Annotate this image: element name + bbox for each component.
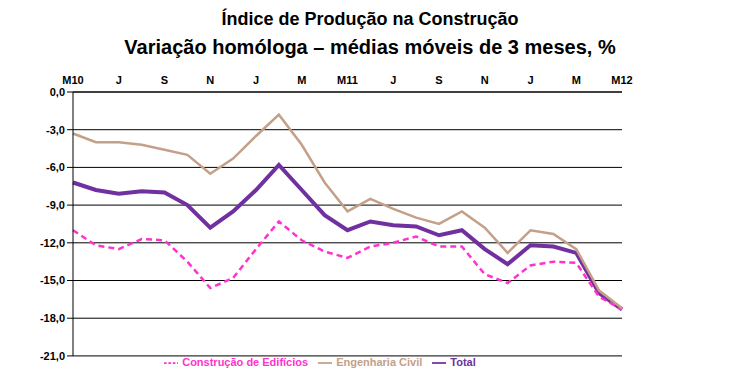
svg-text:N: N xyxy=(206,74,214,86)
svg-text:M12: M12 xyxy=(611,74,632,86)
svg-text:-21,0: -21,0 xyxy=(40,350,65,362)
svg-text:-15,0: -15,0 xyxy=(40,274,65,286)
svg-text:N: N xyxy=(481,74,489,86)
svg-text:0,0: 0,0 xyxy=(50,86,65,98)
svg-text:J: J xyxy=(527,74,533,86)
html-text:Índice de Produção na Construç: Índice de Produção na Construção xyxy=(221,9,519,29)
svg-text:-9,0: -9,0 xyxy=(46,199,65,211)
svg-text:S: S xyxy=(161,74,168,86)
svg-text:-6,0: -6,0 xyxy=(46,161,65,173)
svg-text:S: S xyxy=(435,74,442,86)
svg-text:J: J xyxy=(253,74,259,86)
svg-text:-18,0: -18,0 xyxy=(40,312,65,324)
svg-text:-3,0: -3,0 xyxy=(46,124,65,136)
html-text:Variação homóloga – médias móv: Variação homóloga – médias móveis de 3 m… xyxy=(124,36,616,58)
svg-text:-12,0: -12,0 xyxy=(40,237,65,249)
svg-text:J: J xyxy=(116,74,122,86)
html-text:Engenharia Civil: Engenharia Civil xyxy=(336,355,423,368)
svg-text:M: M xyxy=(297,74,306,86)
svg-text:M10: M10 xyxy=(62,74,83,86)
html-text:Total: Total xyxy=(450,355,476,368)
svg-text:M11: M11 xyxy=(337,74,358,86)
svg-text:M: M xyxy=(572,74,581,86)
svg-text:J: J xyxy=(390,74,396,86)
html-text:Construção de Edifícios: Construção de Edifícios xyxy=(182,355,309,368)
